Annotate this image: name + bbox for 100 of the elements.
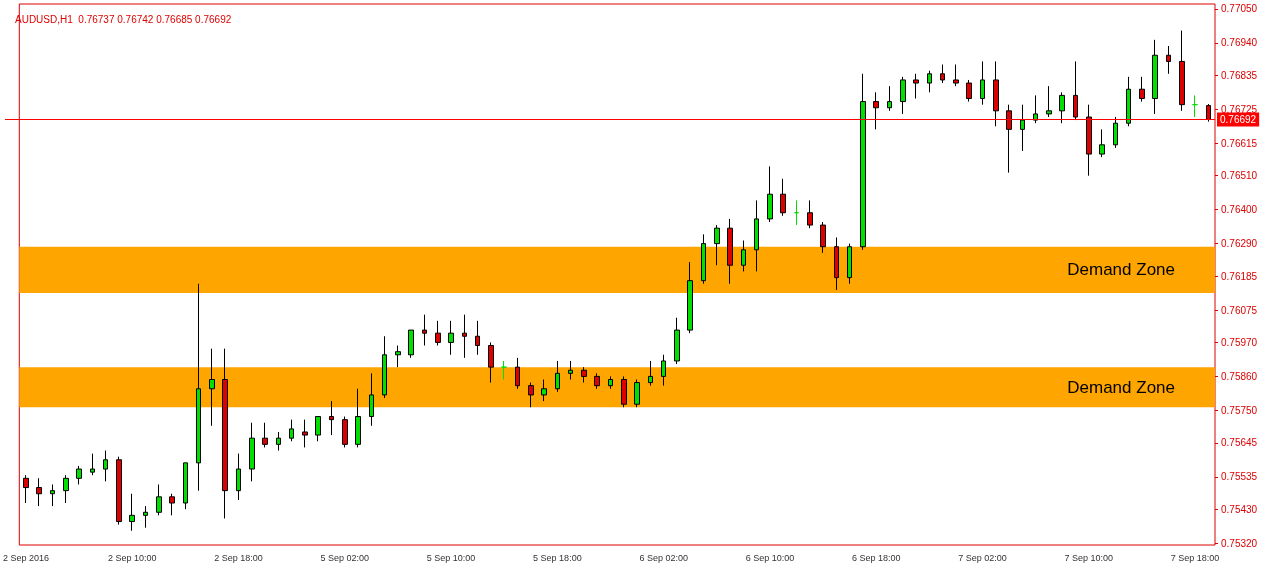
candlestick bbox=[515, 357, 520, 390]
y-tick-label: 0.75860 bbox=[1221, 370, 1258, 382]
y-tick-label: 0.75535 bbox=[1221, 471, 1258, 483]
candlestick bbox=[329, 400, 334, 436]
y-tick-label: 0.76075 bbox=[1221, 304, 1258, 316]
candlestick bbox=[621, 375, 627, 408]
candlestick bbox=[50, 483, 55, 507]
candlestick bbox=[820, 221, 826, 254]
candlestick bbox=[834, 236, 839, 291]
candlestick bbox=[1192, 94, 1198, 118]
candlestick bbox=[594, 372, 600, 390]
candlestick bbox=[408, 329, 414, 359]
y-tick-label: 0.76290 bbox=[1221, 238, 1258, 250]
candlestick bbox=[767, 165, 773, 223]
candlestick bbox=[1046, 85, 1052, 118]
candlestick bbox=[90, 453, 95, 476]
y-tick-label: 0.75970 bbox=[1221, 336, 1258, 348]
candlestick bbox=[541, 378, 547, 402]
candlestick bbox=[860, 73, 866, 251]
candlestick bbox=[980, 60, 985, 106]
candlestick bbox=[887, 85, 892, 112]
x-tick-label: 6 Sep 02:00 bbox=[639, 552, 688, 563]
candlestick bbox=[555, 360, 560, 393]
candlestick bbox=[395, 345, 401, 368]
candlestick bbox=[993, 60, 999, 127]
y-tick-label: 0.76940 bbox=[1221, 37, 1258, 49]
candlestick bbox=[1166, 45, 1171, 75]
y-tick-label: 0.76725 bbox=[1221, 103, 1258, 115]
candlestick bbox=[687, 261, 693, 334]
candlestick bbox=[462, 314, 467, 359]
x-tick-label: 2 Sep 10:00 bbox=[107, 552, 157, 563]
x-tick-label: 7 Sep 10:00 bbox=[1064, 552, 1114, 563]
y-tick-label: 0.75430 bbox=[1221, 503, 1258, 515]
candlestick bbox=[608, 375, 613, 390]
candlestick bbox=[966, 79, 972, 103]
candlestick bbox=[714, 224, 720, 266]
candlestick bbox=[1086, 104, 1092, 177]
candlestick bbox=[1179, 30, 1185, 112]
candlestick bbox=[422, 314, 427, 347]
candlestick bbox=[276, 431, 281, 452]
candlestick bbox=[63, 474, 69, 504]
y-tick-label: 0.75320 bbox=[1221, 537, 1258, 549]
y-tick-label: 0.76835 bbox=[1221, 69, 1258, 81]
candlestick bbox=[754, 199, 759, 272]
candlestick bbox=[1099, 128, 1105, 158]
candlestick bbox=[741, 240, 746, 272]
x-tick-label: 2 Sep 18:00 bbox=[214, 552, 263, 563]
candlestick bbox=[807, 199, 813, 229]
y-tick-label: 0.76510 bbox=[1221, 170, 1258, 182]
band-label: Demand Zone bbox=[1067, 377, 1175, 397]
candlestick bbox=[315, 416, 321, 442]
candlestick bbox=[794, 199, 799, 226]
candlestick bbox=[1152, 39, 1158, 115]
candlestick bbox=[249, 422, 255, 482]
candlestick bbox=[1020, 104, 1025, 152]
candlestick bbox=[780, 178, 786, 217]
candlestick bbox=[183, 462, 188, 510]
candlestick bbox=[1073, 60, 1078, 121]
candlestick bbox=[568, 360, 573, 380]
candlestick bbox=[222, 348, 228, 519]
band-label: Demand Zone bbox=[1067, 260, 1175, 280]
y-tick-label: 0.76400 bbox=[1221, 204, 1258, 216]
candlestick bbox=[76, 465, 82, 485]
candlestick bbox=[1139, 76, 1145, 103]
ref-line-label: 0.76692 bbox=[1220, 113, 1257, 125]
candlestick bbox=[169, 493, 175, 516]
candlestick bbox=[435, 320, 441, 347]
candlestick bbox=[116, 456, 122, 526]
x-tick-label: 6 Sep 10:00 bbox=[745, 552, 795, 563]
candlestick bbox=[634, 378, 640, 408]
candlestick bbox=[23, 474, 29, 504]
y-tick-label: 0.76615 bbox=[1221, 137, 1258, 149]
x-tick-label: 7 Sep 02:00 bbox=[958, 552, 1007, 563]
candlestick bbox=[940, 64, 945, 84]
candlestick bbox=[1113, 116, 1118, 149]
candlestick bbox=[236, 453, 241, 501]
x-tick-label: 5 Sep 10:00 bbox=[426, 552, 476, 563]
candlestick bbox=[369, 372, 374, 427]
candlestick bbox=[36, 477, 42, 507]
y-tick-label: 0.75750 bbox=[1221, 404, 1258, 416]
candlestick bbox=[382, 335, 387, 399]
candlestick bbox=[873, 91, 879, 130]
candlestick bbox=[342, 416, 348, 448]
candlestick bbox=[927, 70, 932, 93]
candlestick bbox=[1126, 76, 1131, 127]
candlestick bbox=[448, 320, 454, 356]
candlestick bbox=[913, 73, 919, 99]
candlestick bbox=[1033, 94, 1038, 124]
candlestick bbox=[289, 419, 294, 442]
y-tick-label: 0.77050 bbox=[1221, 3, 1258, 15]
candlestick bbox=[143, 505, 148, 529]
x-tick-label: 6 Sep 18:00 bbox=[851, 552, 901, 563]
y-tick-label: 0.75645 bbox=[1221, 437, 1258, 449]
candlestick bbox=[355, 388, 361, 448]
candlestick bbox=[727, 218, 733, 285]
y-tick-label: 0.76185 bbox=[1221, 270, 1258, 282]
candlestick bbox=[648, 360, 653, 387]
x-tick-label: 5 Sep 18:00 bbox=[533, 552, 582, 563]
candlestick bbox=[1059, 91, 1065, 124]
candlestick bbox=[900, 76, 906, 115]
